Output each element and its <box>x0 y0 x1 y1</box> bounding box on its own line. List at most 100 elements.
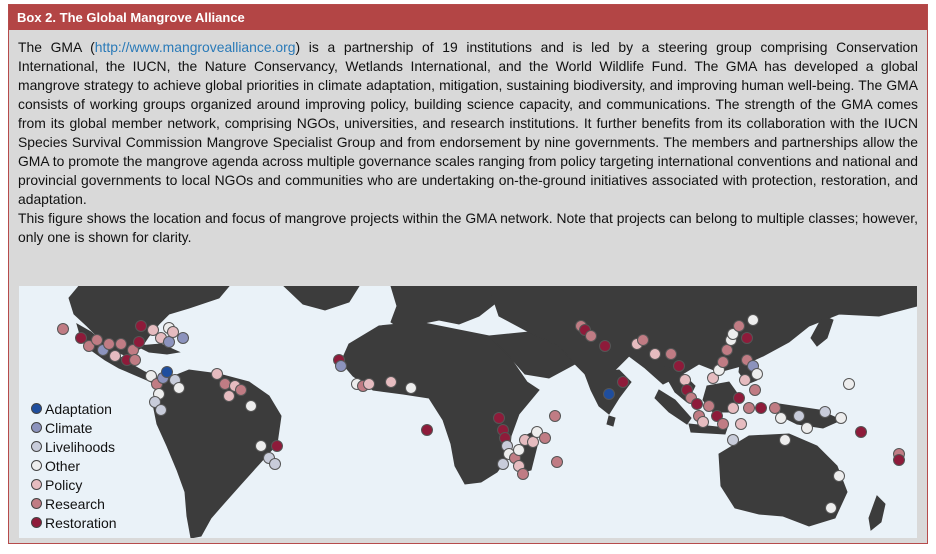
project-dot-research <box>235 384 247 396</box>
project-dot-other <box>833 470 845 482</box>
legend-label: Adaptation <box>45 400 112 417</box>
project-dots <box>57 314 905 514</box>
project-dot-policy <box>735 418 747 430</box>
land-masses <box>68 286 917 538</box>
world-map-svg <box>57 286 917 538</box>
project-dot-restoration <box>691 398 703 410</box>
project-dot-climate <box>163 336 175 348</box>
project-dot-livelihoods <box>269 458 281 470</box>
project-dot-research <box>769 402 781 414</box>
land-south-america <box>152 369 282 538</box>
project-dot-research <box>517 468 529 480</box>
box-body: The GMA (http://www.mangrovealliance.org… <box>18 38 918 247</box>
paragraph-2: This figure shows the location and focus… <box>18 210 918 245</box>
land-java <box>688 423 728 435</box>
project-dot-adaptation <box>603 388 615 400</box>
project-dot-policy <box>727 402 739 414</box>
project-dot-research <box>129 354 141 366</box>
legend-label: Restoration <box>45 514 117 531</box>
legend-item-policy: Policy <box>31 475 117 494</box>
land-new-zealand <box>868 495 886 531</box>
legend-item-research: Research <box>31 494 117 513</box>
project-dot-research <box>115 338 127 350</box>
project-dot-policy <box>147 324 159 336</box>
legend-dot-research <box>31 498 42 509</box>
project-dot-other <box>775 412 787 424</box>
project-dot-restoration <box>271 440 283 452</box>
land-africa <box>340 321 540 485</box>
project-dot-restoration <box>711 410 723 422</box>
project-dot-other <box>245 400 257 412</box>
project-dot-restoration <box>673 360 685 372</box>
project-dot-policy <box>223 390 235 402</box>
project-dot-policy <box>697 416 709 428</box>
project-dot-policy <box>527 436 539 448</box>
project-dot-policy <box>739 374 751 386</box>
project-dot-restoration <box>421 424 433 436</box>
project-dot-research <box>57 323 69 335</box>
gma-link[interactable]: http://www.mangrovealliance.org <box>94 39 296 55</box>
project-dot-livelihoods <box>149 396 161 408</box>
legend-label: Other <box>45 457 81 474</box>
project-dot-research <box>743 402 755 414</box>
project-dot-other <box>747 314 759 326</box>
legend-label: Livelihoods <box>45 438 116 455</box>
project-dot-research <box>551 456 563 468</box>
project-dot-other <box>513 444 525 456</box>
project-dot-climate <box>335 360 347 372</box>
project-dot-other <box>801 422 813 434</box>
project-dot-other <box>835 412 847 424</box>
project-dot-policy <box>679 374 691 386</box>
project-dot-other <box>779 434 791 446</box>
legend-item-adaptation: Adaptation <box>31 399 117 418</box>
project-dot-research <box>549 410 561 422</box>
project-dot-other <box>145 370 157 382</box>
legend-dot-restoration <box>31 517 42 528</box>
project-dot-restoration <box>135 320 147 332</box>
legend-dot-adaptation <box>31 403 42 414</box>
paragraph-1-rest: ) is a partnership of 19 institutions an… <box>18 39 918 207</box>
project-dot-research <box>749 384 761 396</box>
land-japan <box>810 315 834 347</box>
project-dot-other <box>825 502 837 514</box>
legend-dot-climate <box>31 422 42 433</box>
project-dot-climate <box>177 332 189 344</box>
legend: Adaptation Climate Livelihoods Other Pol… <box>31 399 117 532</box>
land-caribbean <box>135 343 181 355</box>
project-dot-other <box>531 426 543 438</box>
land-greenland <box>283 286 360 311</box>
paragraph-1-start: The GMA ( <box>18 39 95 55</box>
project-dot-other <box>173 382 185 394</box>
project-dot-research <box>637 334 649 346</box>
project-dot-other <box>843 378 855 390</box>
project-dot-research <box>103 338 115 350</box>
project-dot-research <box>91 334 103 346</box>
project-dot-restoration <box>617 376 629 388</box>
project-dot-research <box>83 340 95 352</box>
land-sumatra <box>654 389 692 425</box>
project-dot-restoration <box>133 336 145 348</box>
project-dot-livelihoods <box>497 458 509 470</box>
world-map: Adaptation Climate Livelihoods Other Pol… <box>19 286 917 538</box>
project-dot-restoration <box>599 340 611 352</box>
legend-item-climate: Climate <box>31 418 117 437</box>
project-dot-restoration <box>493 412 505 424</box>
project-dot-restoration <box>741 332 753 344</box>
project-dot-research <box>717 356 729 368</box>
project-dot-policy <box>363 378 375 390</box>
box-title: Box 2. The Global Mangrove Alliance <box>9 5 927 30</box>
project-dot-policy <box>109 350 121 362</box>
project-dot-policy <box>649 348 661 360</box>
project-dot-livelihoods <box>819 406 831 418</box>
project-dot-policy <box>167 326 179 338</box>
legend-item-other: Other <box>31 456 117 475</box>
project-dot-adaptation <box>161 366 173 378</box>
legend-dot-livelihoods <box>31 441 42 452</box>
project-dot-research <box>219 378 231 390</box>
project-dot-research <box>733 320 745 332</box>
project-dot-policy <box>385 376 397 388</box>
project-dot-restoration <box>893 454 905 466</box>
project-dot-other <box>255 440 267 452</box>
project-dot-restoration <box>733 392 745 404</box>
legend-item-restoration: Restoration <box>31 513 117 532</box>
